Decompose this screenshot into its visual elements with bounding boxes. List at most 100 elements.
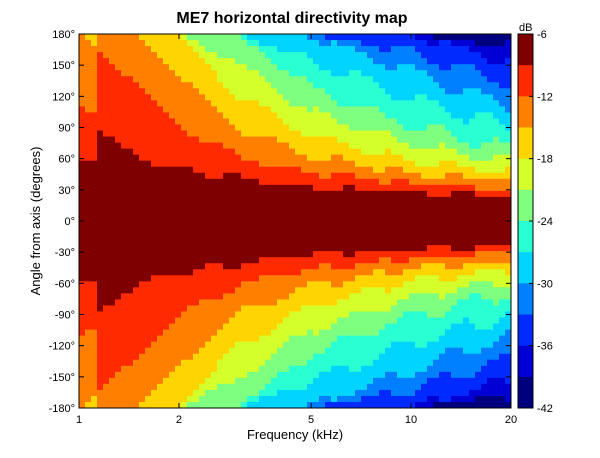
heatmap-cell <box>415 221 422 228</box>
heatmap-cell <box>469 46 476 53</box>
heatmap-cell <box>409 389 416 397</box>
heatmap-cell <box>313 106 320 114</box>
heatmap-cell <box>439 178 446 186</box>
heatmap-cell <box>127 299 134 307</box>
heatmap-cell <box>211 335 218 343</box>
heatmap-cell <box>481 305 488 313</box>
heatmap-cell <box>427 154 434 162</box>
heatmap-cell <box>301 100 308 107</box>
heatmap-cell <box>91 389 98 397</box>
heatmap-cell <box>103 214 110 222</box>
heatmap-cell <box>499 142 506 150</box>
heatmap-cell <box>211 317 218 325</box>
heatmap-cell <box>433 82 440 89</box>
heatmap-cell <box>211 70 218 77</box>
heatmap-cell <box>337 371 344 379</box>
y-tick-label: 150° <box>52 60 75 72</box>
heatmap-cell <box>91 190 98 198</box>
heatmap-cell <box>115 94 122 101</box>
heatmap-cell <box>493 208 500 216</box>
heatmap-cell <box>187 335 194 343</box>
heatmap-cell <box>259 377 266 385</box>
heatmap-cell <box>91 70 98 77</box>
heatmap-cell <box>289 281 296 288</box>
heatmap-cell <box>121 341 128 349</box>
heatmap-cell <box>163 76 170 83</box>
heatmap-cell <box>475 233 482 240</box>
heatmap-cell <box>379 401 386 408</box>
heatmap-cell <box>349 311 356 319</box>
heatmap-cell <box>217 335 224 343</box>
heatmap-cell <box>301 64 308 71</box>
heatmap-cell <box>385 58 392 65</box>
heatmap-cell <box>301 202 308 210</box>
heatmap-cell <box>403 365 410 373</box>
heatmap-cell <box>259 221 266 228</box>
heatmap-cell <box>181 383 188 391</box>
heatmap-cell <box>157 70 164 77</box>
heatmap-cell <box>463 46 470 53</box>
heatmap-cell <box>151 329 158 337</box>
heatmap-cell <box>439 323 446 331</box>
heatmap-cell <box>217 70 224 77</box>
heatmap-cell <box>193 34 200 41</box>
heatmap-cell <box>373 100 380 107</box>
heatmap-cell <box>457 208 464 216</box>
heatmap-cell <box>445 154 452 162</box>
heatmap-cell <box>355 34 362 41</box>
heatmap-cell <box>241 311 248 319</box>
heatmap-cell <box>463 106 470 114</box>
heatmap-cell <box>97 106 104 114</box>
heatmap-cell <box>427 76 434 83</box>
heatmap-cell <box>205 196 212 204</box>
heatmap-cell <box>499 269 506 276</box>
heatmap-cell <box>487 281 494 288</box>
heatmap-cell <box>457 401 464 408</box>
heatmap-cell <box>163 383 170 391</box>
heatmap-cell <box>415 287 422 294</box>
heatmap-cell <box>295 341 302 349</box>
heatmap-cell <box>271 245 278 252</box>
heatmap-cell <box>331 214 338 222</box>
heatmap-cell <box>409 70 416 77</box>
heatmap-cell <box>175 335 182 343</box>
heatmap-cell <box>199 299 206 307</box>
heatmap-cell <box>379 287 386 294</box>
heatmap-cell <box>283 233 290 240</box>
heatmap-cell <box>481 221 488 228</box>
heatmap-cell <box>193 359 200 367</box>
heatmap-cell <box>151 395 158 403</box>
heatmap-cell <box>469 82 476 89</box>
heatmap-cell <box>445 208 452 216</box>
heatmap-cell <box>103 118 110 126</box>
heatmap-cell <box>493 377 500 385</box>
heatmap-cell <box>319 293 326 301</box>
heatmap-cell <box>307 40 314 47</box>
heatmap-cell <box>247 76 254 83</box>
heatmap-cell <box>247 178 254 186</box>
heatmap-cell <box>145 136 152 144</box>
heatmap-cell <box>169 184 176 192</box>
heatmap-cell <box>403 323 410 331</box>
heatmap-cell <box>277 172 284 180</box>
heatmap-cell <box>301 329 308 337</box>
heatmap-cell <box>373 365 380 373</box>
heatmap-cell <box>301 142 308 150</box>
heatmap-cell <box>349 172 356 180</box>
heatmap-cell <box>349 88 356 95</box>
heatmap-cell <box>97 227 104 234</box>
heatmap-cell <box>193 395 200 403</box>
heatmap-cell <box>121 142 128 150</box>
heatmap-cell <box>469 257 476 264</box>
heatmap-cell <box>367 395 374 403</box>
heatmap-cell <box>253 263 260 270</box>
heatmap-cell <box>283 202 290 210</box>
heatmap-cell <box>463 383 470 391</box>
heatmap-cell <box>469 239 476 246</box>
heatmap-cell <box>187 172 194 180</box>
heatmap-cell <box>103 329 110 337</box>
heatmap-cell <box>103 172 110 180</box>
heatmap-cell <box>265 305 272 313</box>
heatmap-cell <box>325 341 332 349</box>
